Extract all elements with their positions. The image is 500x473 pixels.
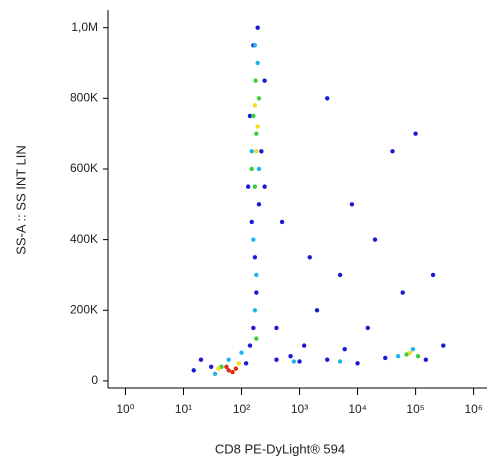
data-point [395, 354, 401, 359]
data-point [337, 359, 343, 364]
y-tick-label: 600K [70, 161, 98, 175]
data-point [441, 343, 446, 348]
data-point [262, 184, 267, 189]
x-axis-title: CD8 PE-DyLight® 594 [215, 441, 345, 456]
data-point [247, 113, 253, 119]
y-tick-label: 1,0M [71, 20, 98, 34]
data-point [307, 255, 312, 260]
data-point [249, 166, 254, 172]
data-point [252, 255, 258, 260]
data-point [251, 113, 256, 119]
data-point [255, 124, 260, 129]
x-tick-label: 10¹ [175, 402, 192, 416]
data-point [254, 290, 259, 295]
x-tick-label: 10⁵ [406, 402, 424, 416]
y-axis-title: SS-A :: SS INT LIN [13, 145, 28, 255]
data-point [337, 272, 343, 278]
data-point [390, 149, 395, 154]
data-point [410, 346, 416, 352]
data-point [252, 103, 258, 108]
data-point [253, 78, 258, 83]
data-point [252, 184, 258, 189]
data-point [208, 364, 214, 370]
data-point [191, 368, 196, 373]
data-point [224, 364, 229, 370]
data-point [314, 308, 320, 313]
y-tick-label: 0 [91, 373, 98, 387]
data-point [212, 371, 218, 377]
data-point [254, 131, 259, 136]
data-point [415, 354, 421, 359]
data-point [256, 202, 262, 207]
data-point [249, 219, 254, 225]
data-point [254, 336, 259, 341]
data-point [198, 357, 204, 362]
data-point [252, 308, 258, 313]
data-point [233, 366, 239, 371]
data-point [226, 368, 231, 373]
x-tick-label: 10² [233, 402, 250, 416]
data-point [239, 350, 244, 355]
data-point [342, 346, 347, 352]
data-point [325, 96, 330, 101]
data-point [413, 131, 418, 136]
data-point [355, 361, 360, 366]
data-point [230, 369, 235, 375]
data-point [407, 350, 413, 355]
data-point [255, 25, 260, 30]
data-point [216, 366, 221, 371]
data-point [274, 357, 279, 362]
y-tick-label: 200K [70, 302, 98, 316]
y-tick-label: 400K [70, 232, 98, 246]
data-point [247, 343, 253, 348]
data-point [423, 357, 429, 362]
data-point [404, 352, 409, 357]
data-point [256, 166, 262, 172]
data-point [349, 202, 355, 207]
data-point [301, 343, 307, 348]
data-point [249, 149, 254, 154]
data-point [251, 325, 256, 331]
x-tick-label: 10⁰ [116, 402, 134, 416]
data-point [252, 43, 258, 48]
data-point [365, 325, 370, 331]
data-point [255, 60, 260, 66]
y-tick-label: 800K [70, 90, 98, 104]
x-tick-label: 10⁴ [348, 402, 367, 416]
data-point [243, 361, 249, 366]
data-point [259, 149, 264, 154]
x-tick-label: 10³ [291, 402, 308, 416]
data-point [383, 355, 388, 361]
data-point [236, 361, 242, 366]
data-point [245, 184, 251, 189]
data-point [288, 354, 293, 359]
data-point [279, 219, 285, 225]
data-point [256, 96, 262, 101]
data-point [254, 272, 259, 278]
data-point [297, 359, 302, 364]
data-point [325, 357, 330, 362]
data-point [251, 237, 256, 242]
x-tick-label: 10⁶ [464, 402, 482, 416]
data-point [400, 290, 405, 295]
data-point [291, 359, 297, 364]
data-point [262, 78, 267, 83]
data-point [274, 325, 279, 331]
data-point [430, 272, 436, 278]
data-point [226, 357, 231, 362]
data-point [254, 149, 259, 154]
data-point [372, 237, 378, 242]
